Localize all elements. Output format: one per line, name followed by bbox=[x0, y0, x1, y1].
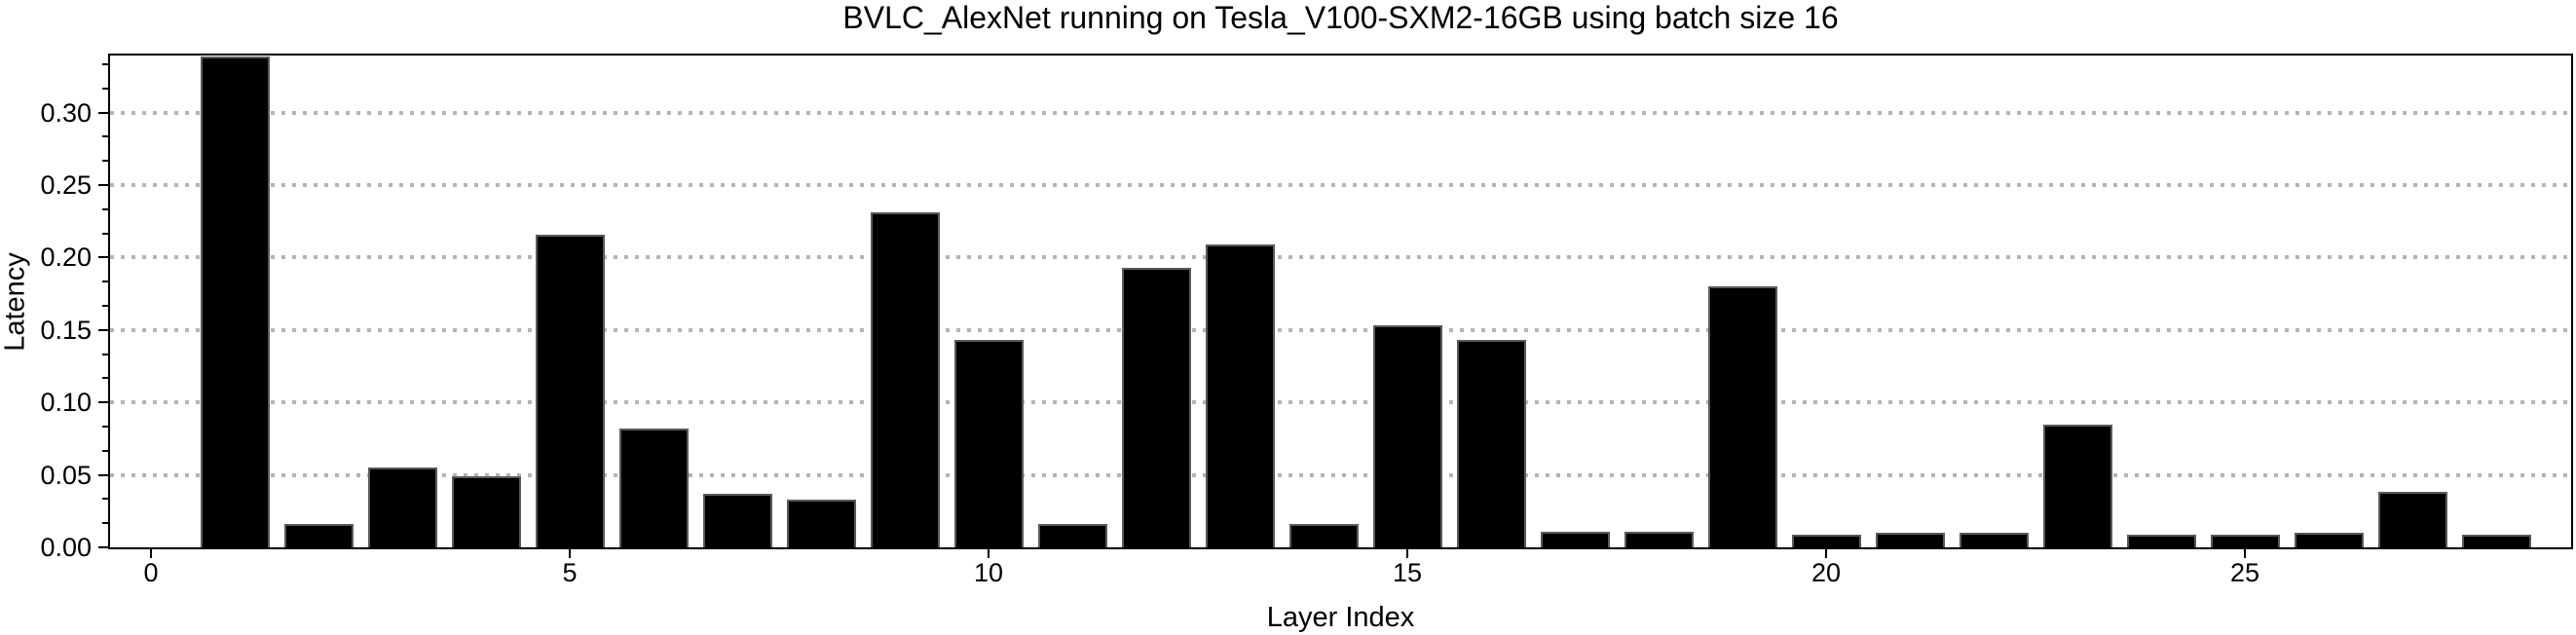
bar bbox=[2295, 533, 2364, 547]
bar bbox=[536, 235, 605, 547]
y-axis-minor-tick bbox=[102, 304, 108, 307]
y-axis-minor-tick bbox=[102, 449, 108, 452]
y-axis-minor-tick bbox=[102, 425, 108, 428]
y-axis-minor-tick bbox=[102, 498, 108, 501]
bar bbox=[787, 500, 856, 547]
y-axis-minor-tick bbox=[102, 87, 108, 90]
x-tick-label: 15 bbox=[1392, 558, 1423, 587]
bar bbox=[1289, 524, 1359, 547]
y-axis-minor-tick bbox=[102, 135, 108, 138]
y-tick-label: 0.30 bbox=[40, 97, 92, 128]
y-axis-tick bbox=[98, 473, 108, 476]
gridline bbox=[110, 110, 2571, 115]
bar bbox=[1373, 325, 1442, 547]
y-tick-label: 0.05 bbox=[40, 460, 92, 490]
bar bbox=[1122, 268, 1191, 547]
y-axis-minor-tick bbox=[102, 232, 108, 235]
x-axis-label: Layer Index bbox=[1266, 602, 1415, 633]
y-axis-tick bbox=[98, 546, 108, 548]
bar bbox=[1960, 533, 2029, 547]
x-axis-tick bbox=[150, 549, 152, 558]
y-tick-label: 0.20 bbox=[40, 243, 92, 273]
y-axis-minor-tick bbox=[102, 62, 108, 65]
bar bbox=[1792, 535, 1861, 547]
bar bbox=[1038, 524, 1107, 547]
bar bbox=[1541, 532, 1610, 547]
bar bbox=[1624, 532, 1694, 547]
bar bbox=[2378, 492, 2447, 547]
gridline bbox=[110, 472, 2571, 477]
bar bbox=[201, 56, 270, 547]
y-axis-minor-tick bbox=[102, 280, 108, 283]
gridline bbox=[110, 400, 2571, 405]
bar bbox=[452, 476, 521, 547]
y-axis-minor-tick bbox=[102, 160, 108, 163]
bar bbox=[284, 524, 354, 547]
bar bbox=[871, 212, 940, 547]
chart-title: BVLC_AlexNet running on Tesla_V100-SXM2-… bbox=[842, 0, 1839, 35]
x-axis-tick bbox=[988, 549, 989, 558]
y-axis-tick bbox=[98, 111, 108, 114]
plot-area bbox=[108, 54, 2573, 549]
x-tick-label: 0 bbox=[143, 558, 159, 587]
y-axis-tick bbox=[98, 184, 108, 186]
y-tick-label: 0.15 bbox=[40, 315, 92, 345]
y-tick-label: 0.25 bbox=[40, 170, 92, 200]
x-axis-tick bbox=[1825, 549, 1827, 558]
bar bbox=[1206, 244, 1275, 547]
y-axis-tick bbox=[98, 328, 108, 331]
x-axis-tick bbox=[2244, 549, 2246, 558]
y-axis-minor-tick bbox=[102, 377, 108, 380]
bar bbox=[1708, 286, 1777, 547]
y-axis-minor-tick bbox=[102, 522, 108, 525]
y-tick-label: 0.10 bbox=[40, 388, 92, 418]
x-tick-label: 5 bbox=[562, 558, 578, 587]
bar bbox=[2127, 535, 2196, 547]
y-axis-minor-tick bbox=[102, 207, 108, 210]
x-tick-label: 25 bbox=[2229, 558, 2260, 587]
y-axis-minor-tick bbox=[102, 353, 108, 355]
bar bbox=[619, 429, 689, 547]
y-axis-tick bbox=[98, 256, 108, 259]
bar bbox=[2043, 425, 2112, 547]
y-tick-label: 0.00 bbox=[40, 533, 92, 562]
gridline bbox=[110, 327, 2571, 332]
x-axis-tick bbox=[1406, 549, 1408, 558]
x-tick-label: 10 bbox=[973, 558, 1004, 587]
bar bbox=[2211, 535, 2280, 547]
gridline bbox=[110, 255, 2571, 260]
bar bbox=[1876, 533, 1945, 547]
x-axis-tick bbox=[569, 549, 571, 558]
bar bbox=[2462, 535, 2531, 547]
bar bbox=[1457, 340, 1526, 547]
bar bbox=[703, 494, 772, 547]
y-axis-tick bbox=[98, 401, 108, 404]
gridline bbox=[110, 183, 2571, 187]
bar bbox=[954, 340, 1024, 547]
x-tick-label: 20 bbox=[1811, 558, 1842, 587]
bar bbox=[368, 467, 437, 547]
